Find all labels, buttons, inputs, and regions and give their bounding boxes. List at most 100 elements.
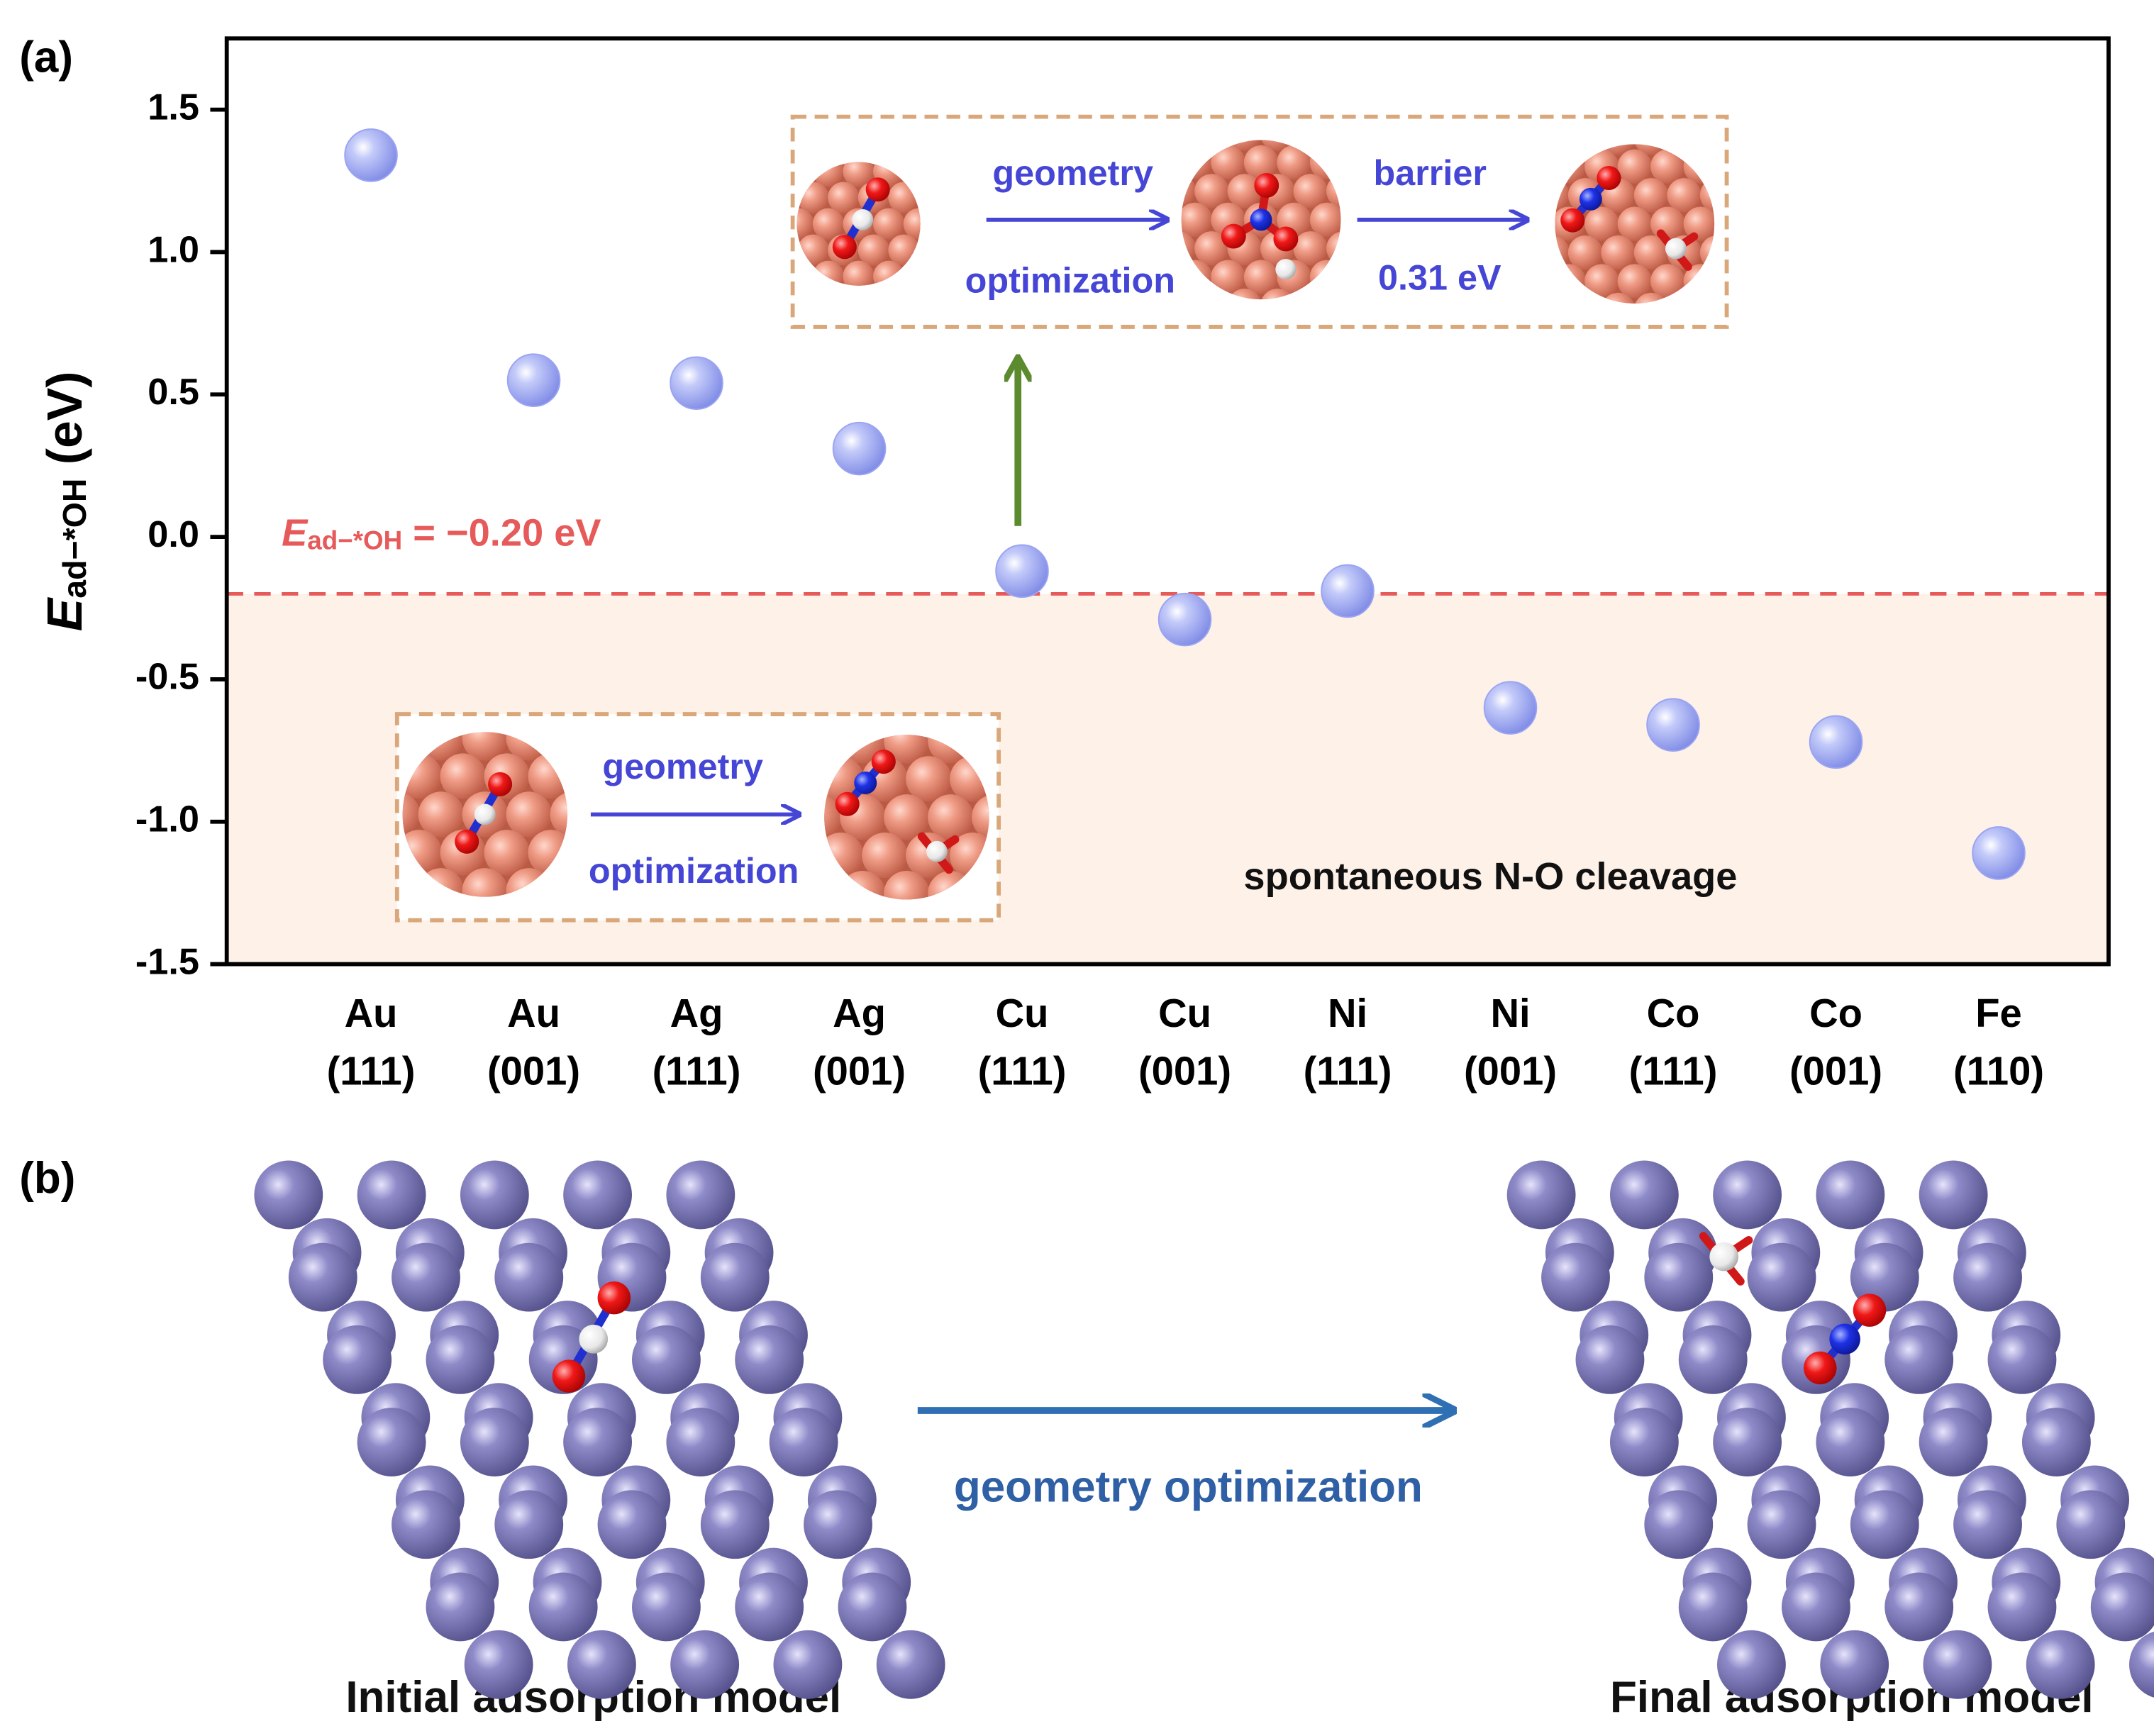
slab-atom xyxy=(1987,1572,2057,1642)
atom xyxy=(1221,223,1246,249)
threshold-value: = −0.20 eV xyxy=(402,512,601,555)
x-tick-label: (111) xyxy=(1629,1048,1718,1093)
slab-atom xyxy=(1060,1024,1105,1069)
inset-text: optimization xyxy=(589,850,799,891)
slab-atom xyxy=(632,1572,701,1642)
slab-atom xyxy=(357,1160,426,1230)
slab-atom xyxy=(918,340,950,371)
slab-atom xyxy=(1162,60,1196,94)
slab-atom xyxy=(1211,260,1245,294)
slab-atom xyxy=(1420,379,1454,413)
slab-atom xyxy=(1799,121,1833,155)
slab-atom xyxy=(1609,1160,1679,1230)
slab-atom xyxy=(1294,60,1328,94)
slab-atom xyxy=(1700,63,1734,97)
slab-atom xyxy=(1194,346,1228,380)
y-label-symbol: E xyxy=(37,596,92,631)
slab-atom xyxy=(735,1325,804,1394)
slab-atom xyxy=(828,182,860,213)
slab-atom xyxy=(828,340,859,371)
slab-atom xyxy=(904,50,935,82)
slab-atom xyxy=(838,1572,907,1642)
slab-atom xyxy=(2021,1408,2091,1476)
slab-atom xyxy=(1436,63,1470,97)
slab-atom xyxy=(1700,350,1734,384)
slab-atom xyxy=(1294,346,1328,380)
data-point xyxy=(670,356,723,410)
slab-atom xyxy=(243,1021,288,1067)
x-tick-label: (111) xyxy=(653,1048,741,1093)
slab-atom xyxy=(888,340,919,371)
slab-atom xyxy=(735,1572,804,1642)
slab-atom xyxy=(418,791,465,838)
slab-atom xyxy=(752,1024,797,1069)
atom xyxy=(832,235,857,260)
x-tick-label: Co xyxy=(1809,991,1862,1035)
slab-atom xyxy=(392,1490,460,1559)
slab-atom xyxy=(1601,63,1635,97)
slab-atom xyxy=(616,983,661,1028)
slab-atom xyxy=(1766,63,1800,97)
slab-atom xyxy=(1293,174,1328,208)
slab-atom xyxy=(1799,63,1833,97)
slab-atom xyxy=(1227,174,1262,208)
slab-atom xyxy=(722,103,753,134)
slab-atom xyxy=(1079,30,1113,65)
slab-atom xyxy=(1650,264,1685,299)
atom xyxy=(1804,1351,1837,1385)
slab-atom xyxy=(737,182,768,213)
slab-atom xyxy=(979,77,1010,108)
slab-atom xyxy=(1211,145,1245,180)
slab-atom xyxy=(1816,150,1850,184)
slab-atom xyxy=(1747,1490,1816,1559)
slab-atom xyxy=(528,1572,598,1642)
slab-atom xyxy=(906,986,951,1031)
slab-atom xyxy=(462,732,509,761)
x-tick-label: (001) xyxy=(813,1048,906,1093)
slab-atom xyxy=(813,50,844,82)
slab-atom xyxy=(884,870,930,900)
atom xyxy=(1254,173,1279,198)
y-tick-label: 1.0 xyxy=(148,229,199,270)
slab-atom xyxy=(392,1242,460,1312)
slab-model xyxy=(1506,1160,2154,1699)
slab-atom xyxy=(1535,63,1569,97)
atom xyxy=(474,803,496,825)
slab-atom xyxy=(1766,293,1800,327)
slab-atom xyxy=(1046,374,1080,408)
slab-atom xyxy=(287,1021,332,1067)
slab-atom xyxy=(730,986,775,1031)
slab-atom xyxy=(1568,63,1602,97)
slab-atom xyxy=(1953,1242,2022,1312)
slab-atom xyxy=(1442,30,1476,65)
slab-atom xyxy=(1799,350,1833,384)
slab-atom xyxy=(904,366,935,397)
slab-atom xyxy=(1601,350,1635,384)
y-tick-label: -1.5 xyxy=(135,941,199,982)
slab-atom xyxy=(1469,350,1503,384)
data-point xyxy=(1321,564,1375,618)
slab-atom xyxy=(1987,1325,2057,1394)
slab-atom xyxy=(440,753,487,799)
slab-atom xyxy=(662,313,693,345)
slab-atom xyxy=(692,155,723,187)
slab-atom xyxy=(1009,340,1040,371)
slab-atom xyxy=(1782,207,1816,241)
slab-atom xyxy=(1458,346,1492,380)
slab-atom xyxy=(782,366,814,397)
slab-atom xyxy=(572,983,617,1028)
slab-atom xyxy=(1082,986,1127,1031)
slab-atom xyxy=(1816,1160,1885,1230)
slab-atom xyxy=(1799,178,1833,212)
y-tick-label: 1.5 xyxy=(148,87,199,128)
slab-atom xyxy=(1750,150,1784,184)
slab-atom xyxy=(1782,379,1816,413)
slab-atom xyxy=(843,260,875,286)
threshold-subscript: ad−*OH xyxy=(307,525,402,555)
x-tick-label: Ni xyxy=(1328,991,1367,1035)
slab-atom xyxy=(662,103,693,134)
slab-atom xyxy=(843,162,875,187)
slab-atom xyxy=(1260,346,1294,380)
slab-atom xyxy=(873,208,905,240)
